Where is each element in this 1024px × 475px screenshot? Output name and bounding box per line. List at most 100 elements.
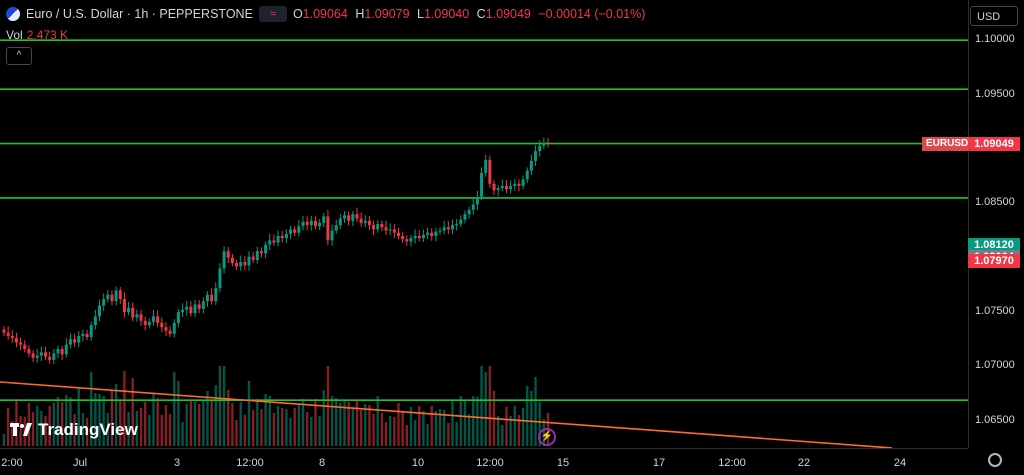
volume-bar (247, 381, 251, 446)
volume-bar (251, 410, 255, 446)
volume-bar (305, 412, 309, 446)
candle-body (525, 170, 529, 180)
volume-bar (160, 415, 164, 446)
currency-selector[interactable]: USD (970, 6, 1018, 26)
volume-bar (376, 396, 379, 446)
candle-body (338, 218, 342, 226)
tradingview-logo-icon (10, 423, 32, 436)
candle-body (64, 344, 68, 355)
candle-body (388, 229, 392, 231)
volume-bar (139, 408, 143, 446)
candle-body (210, 294, 214, 302)
bolt-icon[interactable]: ⚡ (538, 428, 556, 446)
volume-bar (36, 406, 39, 446)
ohlc-low-key: L (417, 7, 424, 21)
volume-bar (488, 366, 492, 446)
volume-bar (418, 406, 421, 446)
volume-bar (384, 422, 388, 446)
candle-body (14, 338, 18, 343)
candle-body (127, 307, 131, 313)
candle-body (450, 225, 454, 230)
price-axis[interactable]: 1.100001.095001.090001.085001.080001.075… (968, 0, 1024, 448)
candle-body (243, 262, 247, 266)
candle-body (98, 305, 102, 317)
time-tick-label: 17 (652, 457, 666, 469)
volume-bar (505, 407, 508, 446)
ohlc-open-key: O (292, 7, 303, 21)
volume-bar (56, 397, 60, 446)
volume-bar (413, 420, 417, 446)
time-tick-label: 12:00 (476, 457, 504, 469)
volume-bar (534, 377, 537, 446)
volume-bar (509, 416, 512, 446)
compare-icon[interactable]: ≈ (258, 6, 287, 22)
volume-bar (210, 400, 213, 446)
candle-body (326, 216, 330, 241)
symbol-title[interactable]: Euro / U.S. Dollar · 1h · PEPPERSTONE (26, 7, 253, 21)
volume-bar (351, 407, 355, 446)
chart-area[interactable]: Euro / U.S. Dollar · 1h · PEPPERSTONE ≈ … (0, 0, 968, 448)
candle-body (318, 222, 322, 227)
ohlc-high-key: H (355, 7, 365, 21)
price-chart-plot[interactable] (0, 0, 968, 448)
settings-icon[interactable] (988, 453, 1002, 467)
tradingview-logo[interactable]: TradingView (10, 420, 138, 440)
volume-bar (44, 416, 47, 446)
volume-bar (98, 394, 101, 446)
candle-body (19, 342, 23, 345)
candle-body (181, 309, 185, 313)
volume-bar (19, 416, 22, 446)
candle-body (397, 232, 401, 236)
bid-price-badge: 1.08120 (968, 237, 1020, 252)
volume-bar (347, 402, 350, 446)
candle-body (264, 244, 268, 254)
volume-bar (189, 401, 193, 446)
candle-body (359, 218, 363, 223)
trend-line (0, 381, 893, 448)
candle-body (48, 356, 52, 360)
symbol-legend: Euro / U.S. Dollar · 1h · PEPPERSTONE ≈ … (6, 6, 649, 22)
candle-body (301, 221, 305, 227)
volume-value: 2.473 K (26, 28, 69, 42)
volume-bar (81, 413, 85, 446)
volume-bar (538, 402, 541, 446)
candle-body (459, 219, 463, 224)
volume-bar (11, 421, 14, 446)
volume-bar (168, 414, 172, 446)
volume-bar (227, 390, 230, 446)
candle-body (276, 235, 280, 243)
candle-body (235, 263, 239, 267)
candle-body (6, 332, 10, 336)
candle-body (214, 288, 218, 302)
candle-body (334, 225, 338, 231)
volume-bar (65, 395, 68, 446)
candle-body (405, 239, 409, 242)
candle-body (421, 234, 425, 239)
candle-body (546, 142, 550, 144)
candle-body (218, 268, 222, 289)
candle-body (480, 172, 484, 197)
candle-body (534, 151, 538, 161)
candle-body (529, 160, 533, 171)
volume-bar (513, 406, 516, 446)
volume-bar (264, 394, 267, 446)
candle-body (367, 220, 371, 226)
volume-bar (218, 366, 222, 446)
time-axis[interactable]: 2:00 Jul 3 12:00 8 10 12:00 15 17 12:00 22 24 (0, 448, 968, 475)
volume-bar (281, 408, 284, 446)
candle-body (39, 352, 43, 356)
candle-body (10, 336, 14, 339)
volume-bar (409, 407, 413, 446)
candle-body (467, 209, 471, 215)
candle-body (542, 142, 546, 146)
volume-bar (177, 381, 180, 446)
volume-bar (222, 366, 226, 446)
volume-bar (214, 385, 217, 446)
candle-body (363, 220, 367, 223)
price-tick-label: 1.07500 (975, 305, 1015, 318)
collapse-legend-button[interactable]: ^ (6, 47, 32, 65)
time-tick-label: 10 (411, 457, 425, 469)
price-tick-label: 1.07000 (975, 359, 1015, 372)
candle-body (517, 183, 521, 186)
candle-body (488, 159, 492, 184)
